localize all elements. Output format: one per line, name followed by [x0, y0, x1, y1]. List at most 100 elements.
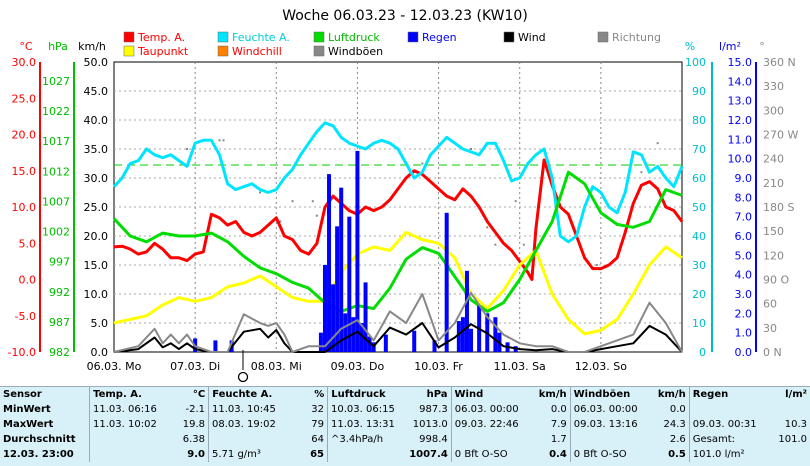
table-cell: MaxWert — [3, 419, 54, 430]
axis-tick-label: 15.0 — [728, 56, 753, 69]
chart-legend: Temp. A. Feuchte A. Luftdruck Regen Wind Rich… — [123, 31, 661, 58]
axis-tick-label: 5.0 — [735, 249, 753, 262]
table-header: km/h — [657, 389, 686, 400]
table-cell — [688, 402, 769, 417]
axis-tick-label: 1022 — [42, 105, 70, 118]
axis-tick-label: 1027 — [42, 75, 70, 88]
axis-tick-label: 14.0 — [728, 75, 753, 88]
axis-tick-label: 210 — [763, 177, 784, 190]
rain-bar — [412, 330, 417, 352]
direction-point — [218, 139, 221, 142]
table-cell: 65 — [310, 449, 325, 460]
axis-tick-label: 992 — [49, 286, 70, 299]
table-cell — [450, 432, 529, 447]
legend-label: Feuchte A. — [232, 31, 290, 44]
table-cell — [569, 432, 648, 447]
legend-item: Taupunkt — [123, 45, 189, 58]
chart-grid — [113, 61, 683, 353]
rain-bar — [331, 284, 336, 352]
direction-point — [640, 171, 643, 174]
pressure-axis-unit: hPa — [48, 40, 68, 53]
legend-item: Luftdruck — [313, 31, 380, 44]
direction-point — [486, 226, 489, 229]
x-tick-label: 08.03. Mi — [251, 360, 302, 373]
table-cell: 11.03. 10:45 — [208, 402, 286, 417]
legend-item: Richtung — [597, 31, 661, 44]
table-header: Temp. A. — [89, 387, 167, 402]
series-line-temp-a — [113, 158, 684, 281]
chart-axes: 30.0 25.0 20.0 15.0 10.0 5.0 0.0 -5.0 -10.0 50.0 4… — [8, 40, 799, 373]
axis-tick-label: 120 — [763, 249, 784, 262]
table-cell: 987.3 — [419, 404, 448, 415]
rain-bar — [339, 187, 344, 352]
table-cell: 09.03. 00:31 — [688, 417, 769, 432]
direction-point — [494, 243, 497, 246]
table-cell: 1007.4 — [409, 449, 448, 460]
direction-point — [157, 61, 160, 63]
direction-point — [421, 162, 424, 165]
axis-tick-label: 6.0 — [735, 230, 753, 243]
axis-tick-label: 8.0 — [735, 191, 753, 204]
legend-label: Regen — [422, 31, 457, 44]
table-header: Wind — [450, 387, 529, 402]
axis-tick-label: 70 — [692, 143, 706, 156]
axis-tick-label: 5.0 — [91, 317, 109, 330]
legend-label: Luftdruck — [328, 31, 380, 44]
temp-axis-unit: °C — [19, 40, 33, 53]
direction-point — [186, 148, 189, 150]
x-tick-label: 11.03. Sa — [494, 360, 546, 373]
axis-tick-label: 150 — [763, 225, 784, 238]
humidity-axis-unit: % — [685, 40, 695, 53]
table-header: °C — [192, 389, 206, 400]
table-cell: Gesamt: — [688, 432, 769, 447]
axis-tick-label: 20.0 — [84, 230, 109, 243]
legend-label: Taupunkt — [137, 45, 189, 58]
legend-swatch — [123, 45, 135, 57]
axis-tick-label: 60 — [763, 298, 777, 311]
table-cell — [89, 432, 167, 447]
table-cell: 0.0 — [550, 404, 567, 415]
axis-tick-label: 90 O — [763, 274, 789, 287]
x-tick-label: 10.03. Fr — [414, 360, 463, 373]
table-cell: 24.3 — [663, 419, 686, 430]
direction-point — [656, 142, 659, 145]
table-cell: 0.4 — [549, 449, 567, 460]
axis-tick-label: 982 — [49, 346, 70, 359]
axis-tick-label: 12.0 — [728, 114, 753, 127]
axis-tick-label: 0 N — [763, 346, 782, 359]
table-cell: 79 — [311, 419, 325, 430]
rain-bar — [347, 216, 352, 352]
table-header: km/h — [538, 389, 567, 400]
rain-bar — [383, 334, 388, 352]
axis-tick-label: 10.0 — [728, 153, 753, 166]
series-line-windb-en — [113, 291, 683, 353]
direction-point — [595, 264, 598, 266]
axis-tick-label: 30.0 — [84, 172, 109, 185]
table-header: Windböen — [569, 387, 648, 402]
table-cell: 0.5 — [668, 449, 686, 460]
table-header: Feuchte A. — [208, 387, 286, 402]
table-row: Durchschnitt 6.38 64 ^3.4hPa/h 998.4 1.7 2.6 Ge… — [0, 432, 810, 447]
table-cell: 101.0 l/m² — [688, 447, 769, 462]
table-cell: 2.6 — [669, 434, 686, 445]
table-header: Luftdruck — [327, 387, 405, 402]
rain-bar — [367, 336, 372, 352]
table-cell: MinWert — [3, 404, 51, 415]
rain-axis-unit: l/m² — [719, 40, 741, 53]
direction-point — [222, 139, 225, 142]
table-header: Sensor — [3, 389, 42, 400]
table-cell: Durchschnitt — [3, 434, 76, 445]
legend-swatch — [407, 31, 419, 43]
table-cell: ^3.4hPa/h — [327, 432, 405, 447]
axis-tick-label: 9.0 — [735, 172, 753, 185]
rain-bar — [493, 317, 498, 352]
table-cell: 12.03. 23:00 — [3, 449, 74, 460]
rain-bar — [343, 313, 348, 352]
table-cell: 64 — [311, 434, 325, 445]
series-line-taupunkt — [113, 230, 683, 336]
table-row: MaxWert 11.03. 10:02 19.8 08.03. 19:02 79 11.… — [0, 417, 810, 432]
table-cell: 998.4 — [419, 434, 448, 445]
axis-tick-label: 80 — [692, 114, 706, 127]
axis-tick-label: 0.0 — [735, 346, 753, 359]
axis-tick-label: 20.0 — [12, 129, 37, 142]
